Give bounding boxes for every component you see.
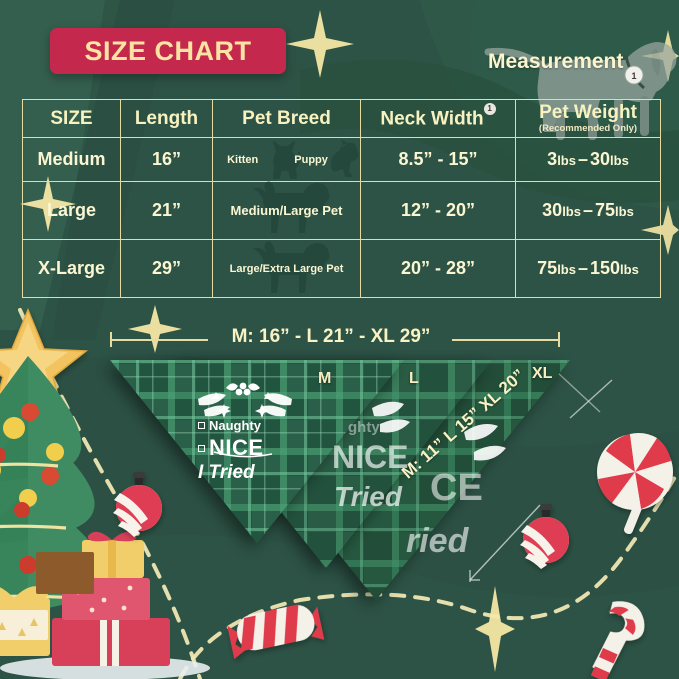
cell-pet-breed: Large/Extra Large Pet	[212, 239, 361, 298]
bandana-size-tag-l: L	[409, 370, 419, 387]
svg-text:NICE: NICE	[332, 439, 408, 475]
cell-pet-weight: 3lbs –30lbs	[515, 137, 661, 182]
cell-length: 16”	[120, 137, 213, 182]
size-chart-table: SIZE Length Pet Breed Neck Wi	[22, 99, 661, 298]
width-measurement-text: M: 16” - L 21” - XL 29”	[231, 326, 431, 347]
column-header-pet-breed-label: Pet Breed	[242, 107, 331, 129]
measurement-label: Measurement	[488, 50, 624, 73]
weight-from-unit: lbs	[557, 262, 576, 277]
table-row: X-Large 29” Large/Extra Large Pet 20” - …	[22, 239, 661, 298]
weight-to: 75	[595, 200, 616, 220]
size-chart-title-badge: SIZE CHART	[50, 28, 286, 74]
bandana-size-tag-m: M	[318, 370, 332, 387]
puppy-silhouette-icon	[331, 139, 359, 177]
cell-size: Medium	[22, 137, 121, 182]
width-measurement-guide: M: 16” - L 21” - XL 29”	[110, 326, 560, 352]
column-header-neck-width: Neck Width 1	[360, 99, 516, 138]
print-label-nice: NICE	[209, 435, 264, 460]
svg-text:Tried: Tried	[334, 481, 403, 512]
measure-line-right	[452, 339, 560, 341]
weight-from: 3	[547, 149, 558, 169]
weight-dash: –	[577, 149, 588, 169]
cell-breed-puppy: Puppy	[294, 153, 328, 166]
measure-line-left	[110, 339, 208, 341]
dog-silhouette-icon	[253, 181, 330, 233]
column-header-length-label: Length	[134, 107, 199, 129]
column-header-size: SIZE	[22, 99, 121, 138]
column-header-neck-width-label: Neck Width	[380, 107, 484, 129]
table-header-row: SIZE Length Pet Breed Neck Wi	[22, 99, 661, 138]
cell-breed-label: Large/Extra Large Pet	[229, 262, 344, 275]
cell-length: 29”	[120, 239, 213, 298]
svg-text:CE: CE	[430, 467, 483, 509]
column-header-pet-weight: Pet Weight (Recommended Only)	[515, 99, 661, 138]
measure-cap-right	[558, 332, 560, 347]
bandana-size-tag-xl: XL	[532, 365, 553, 382]
weight-from-unit: lbs	[557, 153, 576, 168]
print-line-tried: I Tried	[198, 462, 264, 484]
column-header-pet-weight-label: Pet Weight	[539, 102, 637, 124]
table-row: Large 21” Medium/Large Pet 12” - 20” 30l…	[22, 181, 661, 240]
weight-to: 150	[590, 258, 621, 278]
print-label-tried: I Tried	[198, 462, 255, 483]
svg-text:ried: ried	[406, 522, 470, 560]
cell-neck-width: 8.5” - 15”	[360, 137, 516, 182]
page-title: SIZE CHART	[84, 35, 252, 66]
cell-pet-weight: 75lbs –150lbs	[515, 239, 661, 298]
weight-to-unit: lbs	[615, 204, 634, 219]
column-header-pet-breed: Pet Breed	[212, 99, 361, 138]
weight-dash: –	[577, 258, 588, 278]
svg-text:ghty: ghty	[348, 419, 380, 436]
cell-pet-weight: 30lbs –75lbs	[515, 181, 661, 240]
weight-dash: –	[582, 200, 593, 220]
weight-to-unit: lbs	[620, 262, 639, 277]
print-line-nice: NICE	[198, 435, 264, 461]
column-header-length: Length	[120, 99, 213, 138]
footnote-marker-icon: 1	[483, 102, 496, 115]
cell-breed-label: Medium/Large Pet	[230, 203, 343, 218]
svg-text:1: 1	[631, 71, 636, 81]
cell-size: Large	[22, 181, 121, 240]
checkbox-icon	[198, 422, 205, 429]
print-label-naughty: Naughty	[209, 418, 261, 433]
bandana-print-graphic: Naughty NICE I Tried	[198, 418, 264, 484]
cell-size: X-Large	[22, 239, 121, 298]
table-row: Medium 16” Kitten Puppy	[22, 137, 661, 182]
weight-to-unit: lbs	[610, 153, 629, 168]
weight-from: 75	[537, 258, 558, 278]
cell-pet-breed: Medium/Large Pet	[212, 181, 361, 240]
weight-from-unit: lbs	[562, 204, 581, 219]
checkbox-icon	[198, 444, 205, 452]
cell-pet-breed: Kitten Puppy	[212, 137, 361, 182]
kitten-silhouette-icon	[273, 141, 301, 179]
cell-neck-width: 20” - 28”	[360, 239, 516, 298]
cell-neck-width: 12” - 20”	[360, 181, 516, 240]
cell-length: 21”	[120, 181, 213, 240]
weight-from: 30	[542, 200, 563, 220]
weight-to: 30	[590, 149, 611, 169]
cell-breed-kitten: Kitten	[227, 153, 259, 166]
column-header-size-label: SIZE	[50, 107, 93, 129]
column-header-pet-weight-note: (Recommended Only)	[538, 122, 638, 134]
print-line-naughty: Naughty	[198, 418, 264, 433]
dog-silhouette-icon	[253, 241, 330, 293]
